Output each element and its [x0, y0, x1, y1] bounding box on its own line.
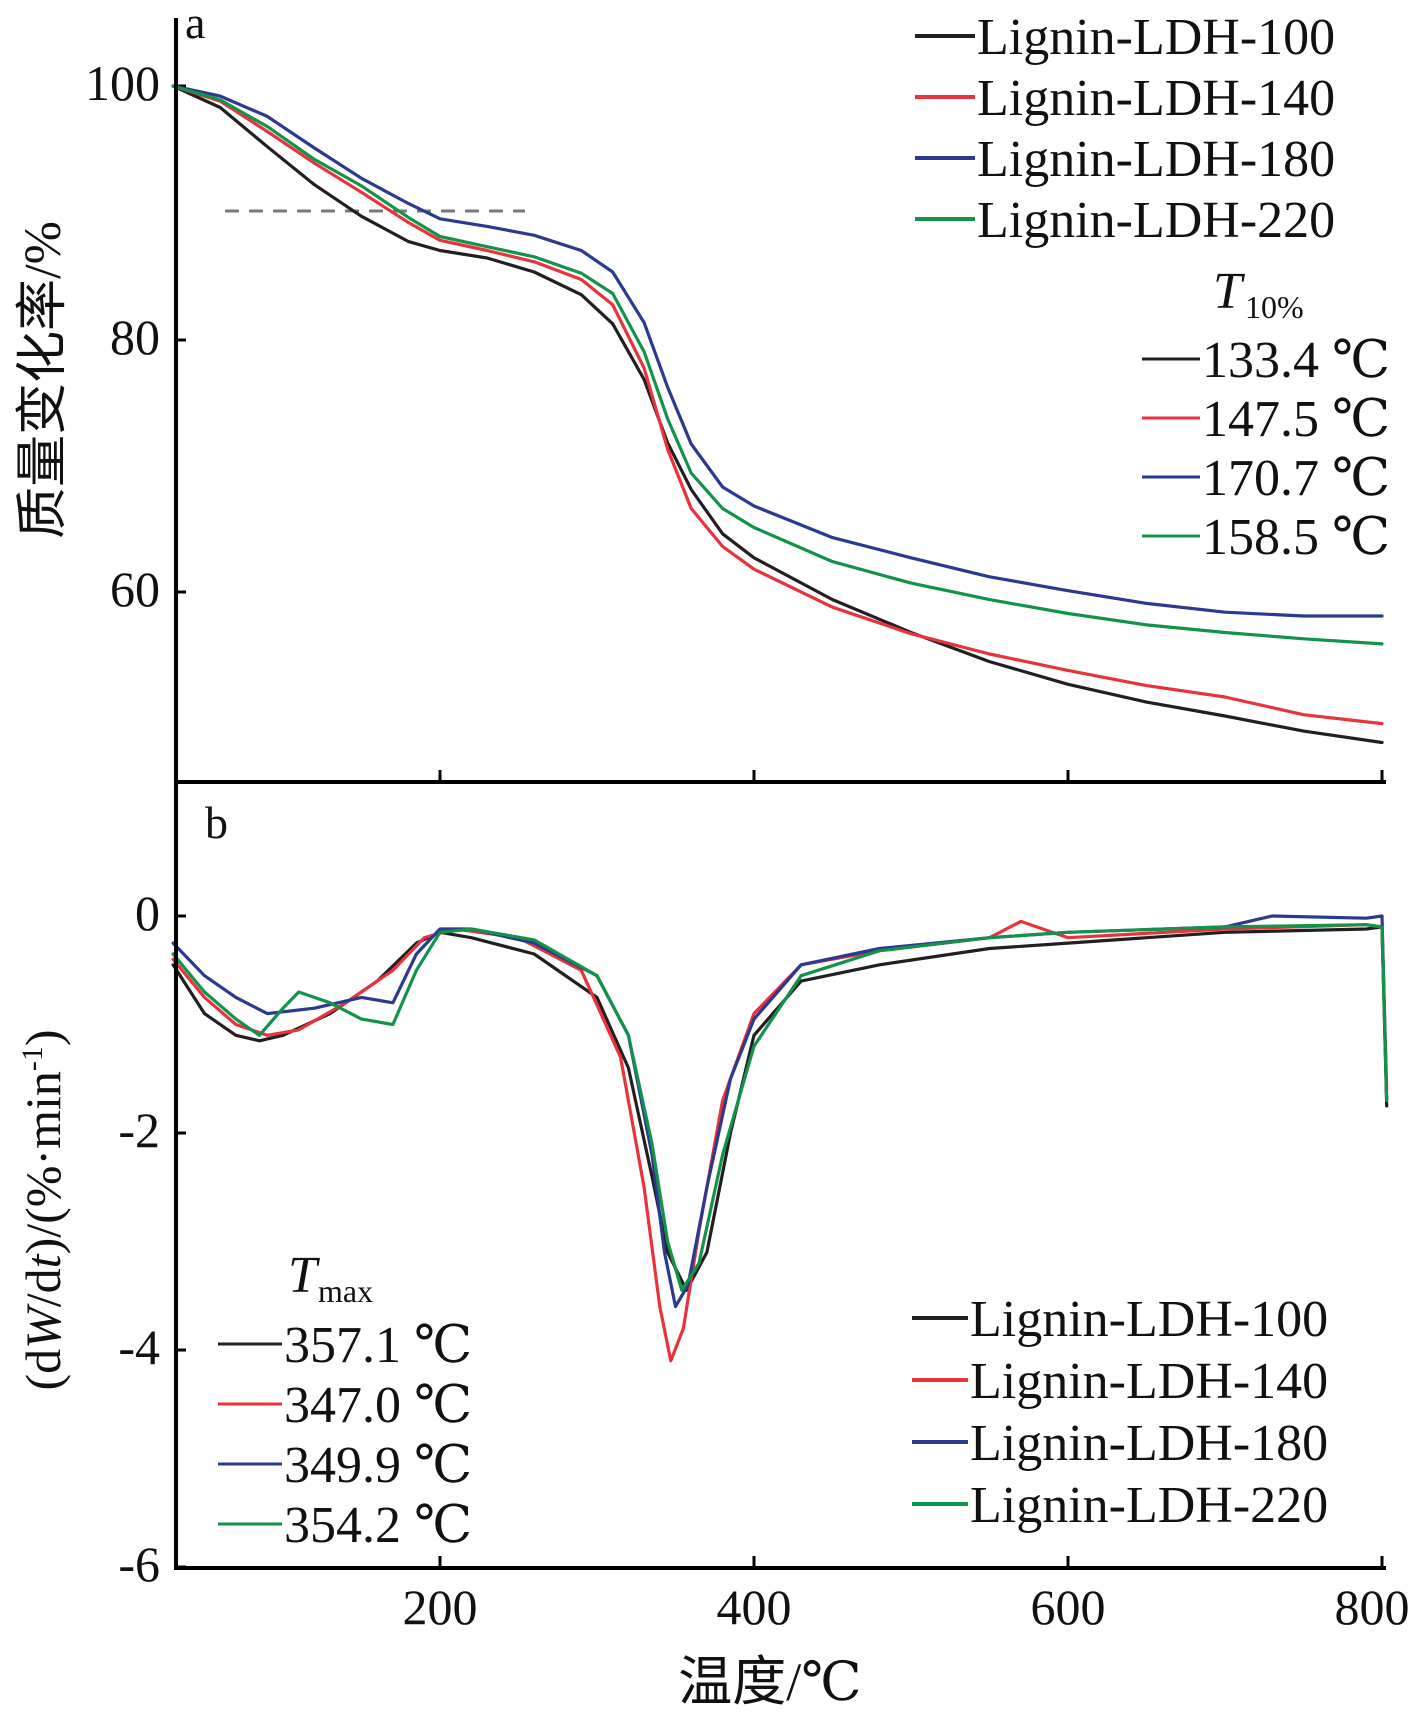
- legend-a-label-180: Lignin-LDH-180: [977, 131, 1335, 188]
- panel-a-legend: Lignin-LDH-100 Lignin-LDH-140 Lignin-LDH…: [915, 9, 1335, 249]
- panel-a-t10-legend: T 10% 133.4 ℃ 147.5 ℃ 170.7 ℃ 158.5 ℃: [1142, 263, 1390, 566]
- t10-value-140: 147.5 ℃: [1202, 391, 1390, 448]
- legend-a-label-140: Lignin-LDH-140: [977, 70, 1335, 127]
- dtg-curve-lignin-ldh-220: [171, 923, 1389, 1292]
- tmax-header-T: T: [288, 1247, 320, 1304]
- panel-b: b -6 -4 -2 0 (dW/dt)/(%·min-1) T max 357…: [15, 797, 1389, 1592]
- tmax-value-140: 347.0 ℃: [284, 1377, 472, 1434]
- panel-b-tmax-legend: T max 357.1 ℃ 347.0 ℃ 349.9 ℃ 354.2 ℃: [218, 1247, 472, 1554]
- t10-header-T: T: [1213, 263, 1245, 320]
- x-axis-ticks: 200 400 600 800: [403, 770, 1410, 1635]
- xtick-label-800: 800: [1335, 1579, 1410, 1635]
- legend-b-label-100: Lignin-LDH-100: [970, 1291, 1328, 1348]
- dtg-curve-lignin-ldh-140: [171, 919, 1389, 1363]
- panel-b-ytick-label-m6: -6: [118, 1536, 160, 1592]
- panel-b-ytick-label-m4: -4: [118, 1319, 160, 1375]
- tmax-value-100: 357.1 ℃: [284, 1317, 472, 1374]
- panel-a-ytick-label-100: 100: [85, 55, 160, 111]
- legend-b-label-180: Lignin-LDH-180: [970, 1415, 1328, 1472]
- panel-a-curves: [171, 84, 1384, 745]
- legend-b-label-140: Lignin-LDH-140: [970, 1353, 1328, 1410]
- panel-b-y-axis-label: (dW/dt)/(%·min-1): [15, 1029, 71, 1390]
- panel-b-ytick-label-0: 0: [135, 885, 160, 941]
- panel-b-legend: Lignin-LDH-100 Lignin-LDH-140 Lignin-LDH…: [912, 1291, 1328, 1534]
- tmax-value-220: 354.2 ℃: [284, 1497, 472, 1554]
- tga-curve-lignin-ldh-140: [171, 84, 1384, 726]
- panel-a-ytick-label-80: 80: [110, 309, 160, 365]
- panel-b-label: b: [205, 797, 228, 848]
- dtg-curve-lignin-ldh-100: [171, 925, 1389, 1292]
- x-axis-label: 温度/℃: [678, 1652, 861, 1712]
- xtick-label-600: 600: [1031, 1579, 1106, 1635]
- legend-b-label-220: Lignin-LDH-220: [970, 1477, 1328, 1534]
- tga-curve-lignin-ldh-220: [171, 84, 1384, 646]
- panel-a-ytick-label-60: 60: [110, 561, 160, 617]
- panel-a: a 60 80 100 质量变化率/% Lignin-LDH-100 Ligni…: [15, 0, 1390, 745]
- panel-a-y-axis-label: 质量变化率/%: [15, 221, 72, 539]
- t10-value-220: 158.5 ℃: [1202, 509, 1390, 566]
- legend-a-label-220: Lignin-LDH-220: [977, 192, 1335, 249]
- legend-a-label-100: Lignin-LDH-100: [977, 9, 1335, 66]
- panel-a-label: a: [185, 0, 205, 48]
- xtick-label-400: 400: [717, 1579, 792, 1635]
- xtick-label-200: 200: [403, 1579, 478, 1635]
- t10-value-180: 170.7 ℃: [1202, 450, 1390, 507]
- tmax-value-180: 349.9 ℃: [284, 1437, 472, 1494]
- dtg-curve-lignin-ldh-180: [171, 914, 1389, 1309]
- t10-value-100: 133.4 ℃: [1202, 332, 1390, 389]
- panel-b-ytick-label-m2: -2: [118, 1102, 160, 1158]
- t10-header-sub: 10%: [1245, 289, 1304, 325]
- panel-b-curves: [171, 914, 1389, 1363]
- tmax-header-sub: max: [318, 1273, 373, 1309]
- tga-curve-lignin-ldh-180: [171, 84, 1384, 618]
